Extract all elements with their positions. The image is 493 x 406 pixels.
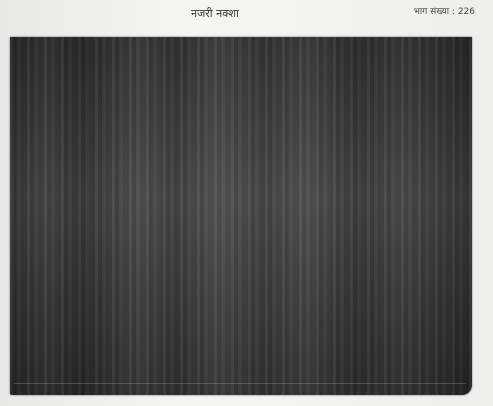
map-shading: [10, 37, 472, 395]
map-border-line: [14, 383, 466, 384]
part-number: भाग संख्या : 226: [413, 7, 475, 17]
map-scan: [10, 37, 472, 395]
map-title: नजरी नक्शा: [191, 7, 239, 20]
